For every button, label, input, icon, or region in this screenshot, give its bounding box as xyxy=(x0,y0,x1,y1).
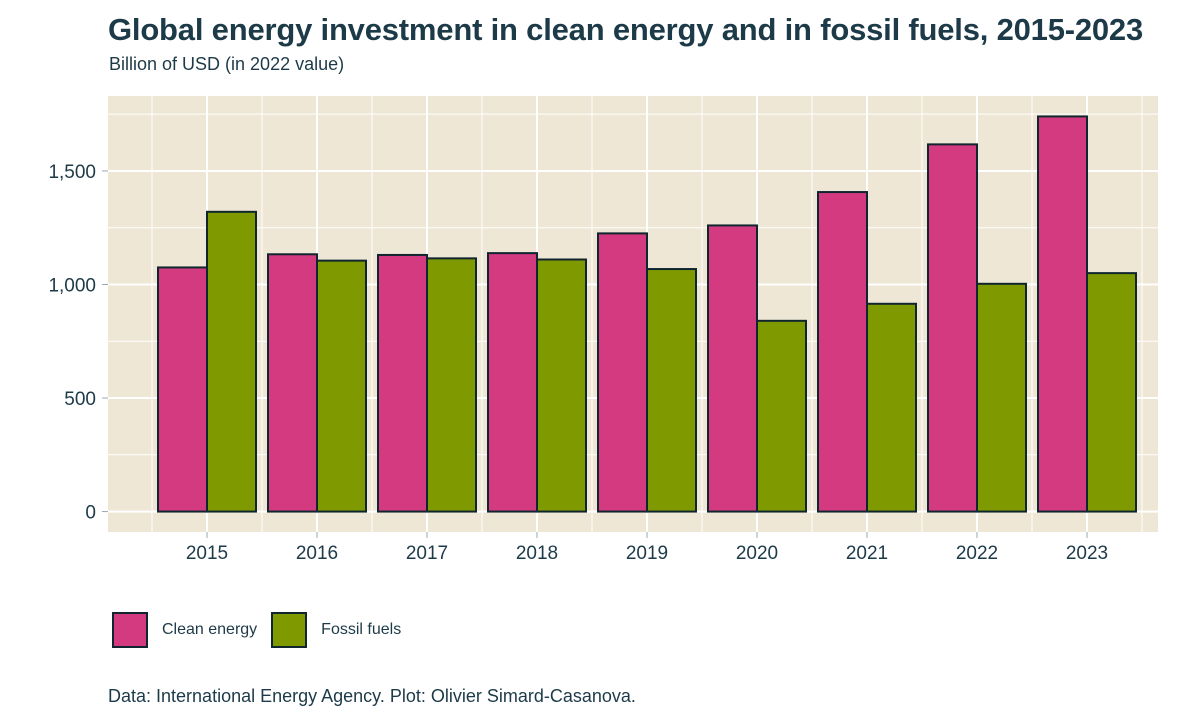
y-tick-label: 500 xyxy=(64,389,96,410)
chart-title: Global energy investment in clean energy… xyxy=(108,12,1144,47)
chart-caption: Data: International Energy Agency. Plot:… xyxy=(108,686,636,706)
bar-chart: 0 500 1,000 1,500 2015 2016 2017 2018 2019 2020 20… xyxy=(48,96,1158,564)
y-tick-label: 1,000 xyxy=(48,275,96,296)
x-tick-label: 2021 xyxy=(846,543,888,564)
x-tick-label: 2020 xyxy=(736,543,778,564)
legend-item-clean-energy: Clean energy xyxy=(112,612,257,648)
bar-fossil-fuels-2017 xyxy=(426,257,477,513)
legend: Clean energy Fossil fuels xyxy=(112,612,415,648)
x-tick-label: 2018 xyxy=(516,543,558,564)
x-tick-label: 2017 xyxy=(406,543,448,564)
bar-fossil-fuels-2016 xyxy=(316,259,367,513)
bar-fossil-fuels-2021 xyxy=(866,302,917,513)
chart-subtitle: Billion of USD (in 2022 value) xyxy=(109,54,345,74)
bar-clean-energy-2023 xyxy=(1037,115,1088,513)
y-tick-label: 1,500 xyxy=(48,162,96,183)
legend-item-fossil-fuels: Fossil fuels xyxy=(271,612,401,648)
bar-clean-energy-2015 xyxy=(157,266,208,513)
bar-clean-energy-2017 xyxy=(377,253,428,513)
x-tick-label: 2022 xyxy=(956,543,998,564)
y-tick-label: 0 xyxy=(85,503,96,524)
bar-fossil-fuels-2018 xyxy=(536,258,587,513)
bar-clean-energy-2021 xyxy=(817,191,868,513)
bar-clean-energy-2022 xyxy=(927,143,978,513)
x-tick-label: 2015 xyxy=(186,543,228,564)
bar-clean-energy-2018 xyxy=(487,252,538,513)
bar-fossil-fuels-2023 xyxy=(1086,272,1137,513)
bar-clean-energy-2019 xyxy=(597,232,648,513)
bar-fossil-fuels-2022 xyxy=(976,282,1027,513)
legend-label-fossil-fuels: Fossil fuels xyxy=(321,621,402,638)
bar-fossil-fuels-2020 xyxy=(756,319,807,513)
x-tick-label: 2019 xyxy=(626,543,668,564)
x-tick-label: 2023 xyxy=(1066,543,1108,564)
legend-label-clean-energy: Clean energy xyxy=(162,621,258,638)
bar-fossil-fuels-2015 xyxy=(206,210,257,513)
legend-key-fossil-fuels xyxy=(271,612,308,648)
bar-clean-energy-2020 xyxy=(707,224,758,513)
x-tick-label: 2016 xyxy=(296,543,338,564)
bar-fossil-fuels-2019 xyxy=(646,268,697,513)
legend-key-clean-energy xyxy=(112,612,148,648)
bar-clean-energy-2016 xyxy=(267,253,318,513)
